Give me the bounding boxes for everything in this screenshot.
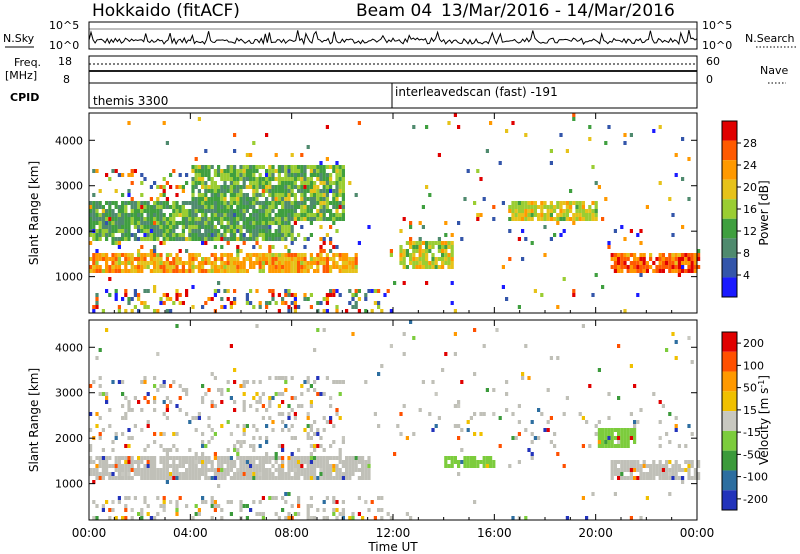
power-cbar-tick-2: 12 xyxy=(743,225,757,238)
velocity-swatch-7 xyxy=(722,470,737,491)
power-swatch-6 xyxy=(722,238,737,258)
cpid-panel: CPID themis 3300 interleavedscan (fast) … xyxy=(10,82,698,109)
cpid-program-2: interleavedscan (fast) -191 xyxy=(395,85,558,99)
xtick-label-0: 00:00 xyxy=(72,526,107,540)
xtick-label-5: 20:00 xyxy=(578,526,613,540)
velocity-cbar-tick-6: -100 xyxy=(743,471,768,484)
date-range: 13/Mar/2016 - 14/Mar/2016 xyxy=(441,1,675,21)
velocity-swatch-3 xyxy=(722,391,737,412)
power-ytick-label-3: 4000 xyxy=(55,134,83,147)
time-axis: 00:00 04:00 08:00 12:00 16:00 20:00 00:00 xyxy=(72,113,715,540)
velocity-swatch-4 xyxy=(722,411,737,431)
velocity-cbar-tick-3: 15 xyxy=(743,404,757,417)
xtick-label-6: 00:00 xyxy=(680,526,715,540)
cpid-program-1: themis 3300 xyxy=(93,94,168,108)
power-swatch-1 xyxy=(722,140,737,161)
nave-tick-top: 60 xyxy=(706,55,720,68)
velocity-ytick-label-0: 1000 xyxy=(55,478,83,491)
velocity-cbar-tick-7: -200 xyxy=(743,493,768,506)
velocity-panel: 1000 2000 3000 4000 Slant Range [km] 200 100… xyxy=(27,319,771,521)
power-cbar-tick-4: 20 xyxy=(743,181,757,194)
velocity-cbar-tick-0: 200 xyxy=(743,337,764,350)
freq-label-line2: [MHz] xyxy=(5,69,37,82)
cpid-label: CPID xyxy=(10,91,39,104)
power-cbar-tick-6: 28 xyxy=(743,137,757,150)
velocity-ytick-label-2: 3000 xyxy=(55,387,83,400)
power-cbar-tick-0: 4 xyxy=(743,269,750,282)
power-ytick-label-1: 2000 xyxy=(55,225,83,238)
nsearch-label: N.Search xyxy=(745,32,795,45)
velocity-swatch-2 xyxy=(722,371,737,392)
power-swatch-5 xyxy=(722,218,737,239)
nsky-label: N.Sky xyxy=(3,32,35,45)
power-ylabel: Slant Range [km] xyxy=(27,161,41,265)
velocity-yaxis: 1000 2000 3000 4000 xyxy=(55,341,697,491)
velocity-colorbar: 200 100 50 15 -15 -50 -100 -200 xyxy=(721,331,768,511)
power-heatmap xyxy=(89,113,701,313)
velocity-cbar-tick-2: 50 xyxy=(743,382,757,395)
nave-tick-bottom: 0 xyxy=(706,73,713,86)
nave-label: Nave xyxy=(760,64,788,77)
nsky-tick-bottom: 10^0 xyxy=(49,39,79,52)
power-colorbar-label: Power [dB] xyxy=(757,180,771,245)
freq-label-line1: Freq. xyxy=(14,56,41,69)
velocity-heatmap xyxy=(89,320,701,520)
velocity-swatch-8 xyxy=(722,490,737,510)
power-yaxis: 1000 2000 3000 4000 xyxy=(55,134,697,284)
nsky-tick-bottom-right: 10^0 xyxy=(702,39,732,52)
velocity-swatch-6 xyxy=(722,450,737,471)
xtick-label-2: 08:00 xyxy=(274,526,309,540)
nsky-trace xyxy=(88,29,698,46)
velocity-cbar-tick-5: -50 xyxy=(743,448,761,461)
velocity-swatch-5 xyxy=(722,430,737,451)
velocity-ytick-label-1: 2000 xyxy=(55,432,83,445)
power-ytick-label-0: 1000 xyxy=(55,271,83,284)
velocity-ylabel: Slant Range [km] xyxy=(27,368,41,472)
freq-tick-bottom: 8 xyxy=(63,73,70,86)
power-swatch-4 xyxy=(722,199,737,219)
power-panel: 1000 2000 3000 4000 Slant Range [km] 4 8 12 16… xyxy=(27,112,771,314)
velocity-cbar-tick-4: -15 xyxy=(743,426,761,439)
xtick-label-4: 16:00 xyxy=(477,526,512,540)
power-colorbar: 4 8 12 16 20 24 28 xyxy=(721,120,757,298)
velocity-cbar-tick-1: 100 xyxy=(743,359,764,372)
power-swatch-7 xyxy=(722,257,737,278)
beam-label: Beam 04 xyxy=(356,1,432,21)
power-swatch-3 xyxy=(722,179,737,200)
power-cbar-tick-5: 24 xyxy=(743,159,757,172)
velocity-swatch-1 xyxy=(722,351,737,372)
power-swatch-8 xyxy=(722,277,737,297)
xtick-label-1: 04:00 xyxy=(173,526,208,540)
power-cbar-tick-1: 8 xyxy=(743,247,750,260)
xaxis-label: Time UT xyxy=(367,540,418,554)
velocity-ytick-label-3: 4000 xyxy=(55,341,83,354)
nsky-tick-top-right: 10^5 xyxy=(702,19,732,32)
velocity-colorbar-label: Velocity [m s-1] xyxy=(757,375,771,465)
freq-tick-top: 18 xyxy=(58,55,72,68)
power-swatch-2 xyxy=(722,160,737,180)
freq-panel: Freq. [MHz] 18 8 60 0 Nave xyxy=(5,55,788,86)
power-ytick-label-2: 3000 xyxy=(55,180,83,193)
nsky-tick-top: 10^5 xyxy=(49,19,79,32)
power-cbar-tick-3: 16 xyxy=(743,203,757,216)
nsky-panel: N.Sky 10^5 10^0 10^5 10^0 N.Search xyxy=(3,19,796,52)
velocity-swatch-0 xyxy=(722,332,737,352)
power-swatch-0 xyxy=(722,121,737,141)
nsky-line xyxy=(88,29,698,46)
station-title: Hokkaido (fitACF) xyxy=(92,1,240,21)
xtick-label-3: 12:00 xyxy=(376,526,411,540)
